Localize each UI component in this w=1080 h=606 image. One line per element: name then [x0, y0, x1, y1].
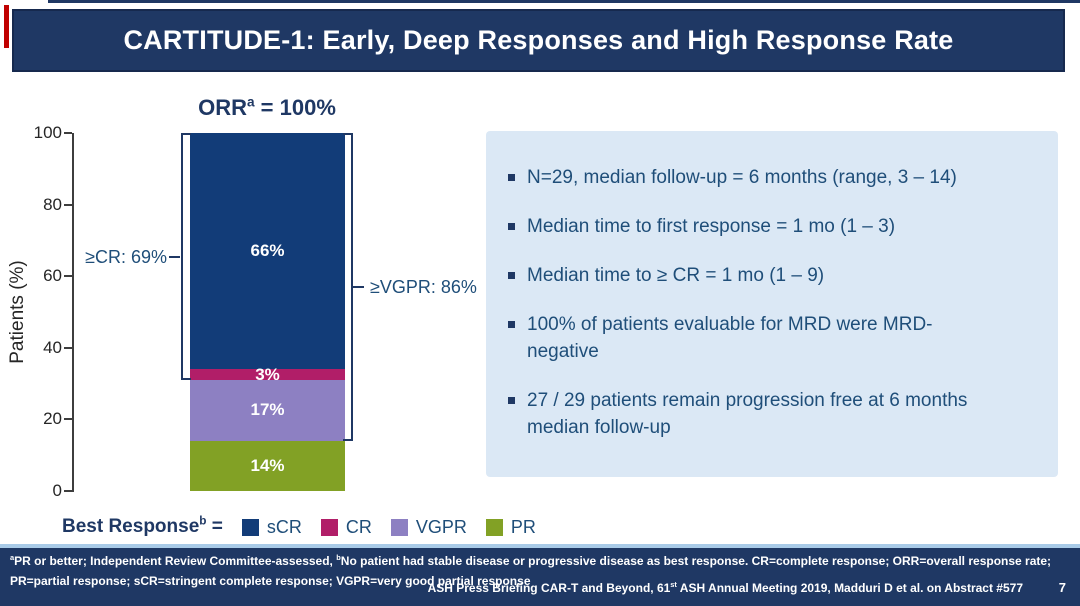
red-accent-bar: [4, 5, 9, 48]
bullet-item: 100% of patients evaluable for MRD were …: [508, 311, 1030, 365]
vgpr-bracket-bottom-arm: [343, 438, 353, 441]
bar-segment-cr: [190, 369, 345, 380]
bullet-marker: [508, 321, 515, 328]
vgpr-bracket-dash: [353, 285, 364, 288]
legend-label-vgpr: VGPR: [415, 516, 467, 537]
cr-annotation-label: ≥CR: 69%: [85, 246, 167, 267]
footnote-part-1: PR or better; Independent Review Committ…: [14, 554, 337, 568]
top-border-line: [48, 0, 1080, 3]
bullet-item: 27 / 29 patients remain progression free…: [508, 387, 1030, 441]
y-axis-line: [72, 133, 74, 492]
legend-label-cr: CR: [345, 516, 372, 537]
bar-segment-scr: [190, 133, 345, 370]
page-number: 7: [1058, 580, 1066, 595]
y-tick-mark: [64, 132, 72, 134]
bar-segment-value-pr: 14%: [250, 455, 285, 475]
title-bar: CARTITUDE-1: Early, Deep Responses and H…: [12, 9, 1065, 72]
bullet-marker: [508, 272, 515, 279]
bar-segment-pr: [190, 440, 345, 491]
y-tick-mark: [64, 346, 72, 349]
vgpr-bracket-top-arm: [343, 133, 353, 135]
bullet-item: N=29, median follow-up = 6 months (range…: [508, 164, 1030, 191]
y-tick-mark: [64, 275, 72, 278]
bar-segment-vgpr: [190, 380, 345, 441]
legend-swatch-scr: [241, 518, 259, 536]
footnotes: aPR or better; Independent Review Commit…: [10, 551, 1051, 591]
legend-item-cr: CR: [320, 516, 372, 538]
chart-title: ORRa = 100%: [198, 95, 336, 121]
legend-item-scr: sCR: [241, 516, 302, 538]
bullet-marker: [508, 174, 515, 181]
legend-title: Best Responseb =: [62, 514, 223, 538]
legend-title-text: Best Response: [62, 516, 200, 537]
legend: Best Responseb = sCR CR VGPR PR: [62, 515, 536, 539]
chart-title-suffix: = 100%: [254, 95, 336, 120]
legend-label-scr: sCR: [266, 516, 302, 537]
bullet-item: Median time to ≥ CR = 1 mo (1 – 9): [508, 262, 1030, 289]
legend-equals: =: [206, 516, 223, 537]
y-tick-label: 20: [43, 409, 62, 429]
bullet-text: 100% of patients evaluable for MRD were …: [527, 314, 933, 362]
footnote-part-2: No patient had stable disease or progres…: [340, 554, 1052, 568]
footnote-line-2: PR=partial response; sCR=stringent compl…: [10, 574, 531, 588]
y-tick-mark: [64, 203, 72, 206]
slide-title: CARTITUDE-1: Early, Deep Responses and H…: [123, 25, 954, 55]
bullet-marker: [508, 397, 515, 404]
bar-segment-value-scr: 66%: [250, 241, 285, 261]
credit-superscript: st: [670, 580, 677, 589]
y-tick-label: 0: [52, 481, 62, 500]
cr-bracket-top-arm: [181, 133, 191, 135]
y-tick-mark: [64, 418, 72, 421]
y-tick-label: 60: [43, 266, 62, 286]
footer-bar: aPR or better; Independent Review Commit…: [0, 548, 1080, 606]
stacked-bar: 66% 3% 17% 14%: [190, 133, 345, 491]
footnote-line-1: aPR or better; Independent Review Commit…: [10, 551, 1051, 571]
bullet-text: 27 / 29 patients remain progression free…: [527, 390, 968, 438]
bullet-marker: [508, 223, 515, 230]
legend-item-pr: PR: [485, 516, 536, 538]
footer-divider-line: [0, 544, 1080, 548]
bullet-text: Median time to ≥ CR = 1 mo (1 – 9): [527, 265, 825, 286]
legend-label-pr: PR: [510, 516, 536, 537]
credit-part-1: ASH Press Briefing CAR-T and Beyond, 61: [427, 581, 671, 595]
vgpr-annotation-label: ≥VGPR: 86%: [370, 276, 477, 297]
footnote-superscript-b: b: [336, 553, 341, 562]
bar-segment-value-vgpr: 17%: [250, 400, 285, 420]
credit-line: ASH Press Briefing CAR-T and Beyond, 61s…: [428, 581, 1023, 595]
y-tick-label: 100: [33, 123, 62, 142]
legend-title-superscript: b: [199, 514, 207, 528]
bullet-text: Median time to first response = 1 mo (1 …: [527, 216, 896, 237]
chart-title-superscript: a: [246, 94, 255, 110]
footnote-superscript-a: a: [10, 553, 15, 562]
y-tick-label: 80: [43, 194, 62, 214]
bar-segment-value-cr: 3%: [255, 364, 280, 384]
legend-item-vgpr: VGPR: [390, 516, 467, 538]
bullet-item: Median time to first response = 1 mo (1 …: [508, 213, 1030, 240]
bullet-text: N=29, median follow-up = 6 months (range…: [527, 167, 957, 188]
legend-swatch-cr: [320, 518, 338, 536]
credit-part-2: ASH Annual Meeting 2019, Madduri D et al…: [676, 581, 1023, 595]
y-tick-mark: [64, 490, 72, 492]
legend-swatch-vgpr: [390, 518, 408, 536]
cr-bracket-bottom-arm: [181, 378, 191, 381]
key-findings-panel: N=29, median follow-up = 6 months (range…: [486, 131, 1058, 477]
legend-swatch-pr: [485, 518, 503, 536]
chart-title-text: ORR: [198, 95, 247, 120]
vgpr-bracket-line: [351, 133, 353, 441]
y-tick-label: 40: [43, 337, 62, 357]
cr-bracket-line: [181, 133, 183, 381]
cr-bracket-dash: [169, 255, 180, 258]
